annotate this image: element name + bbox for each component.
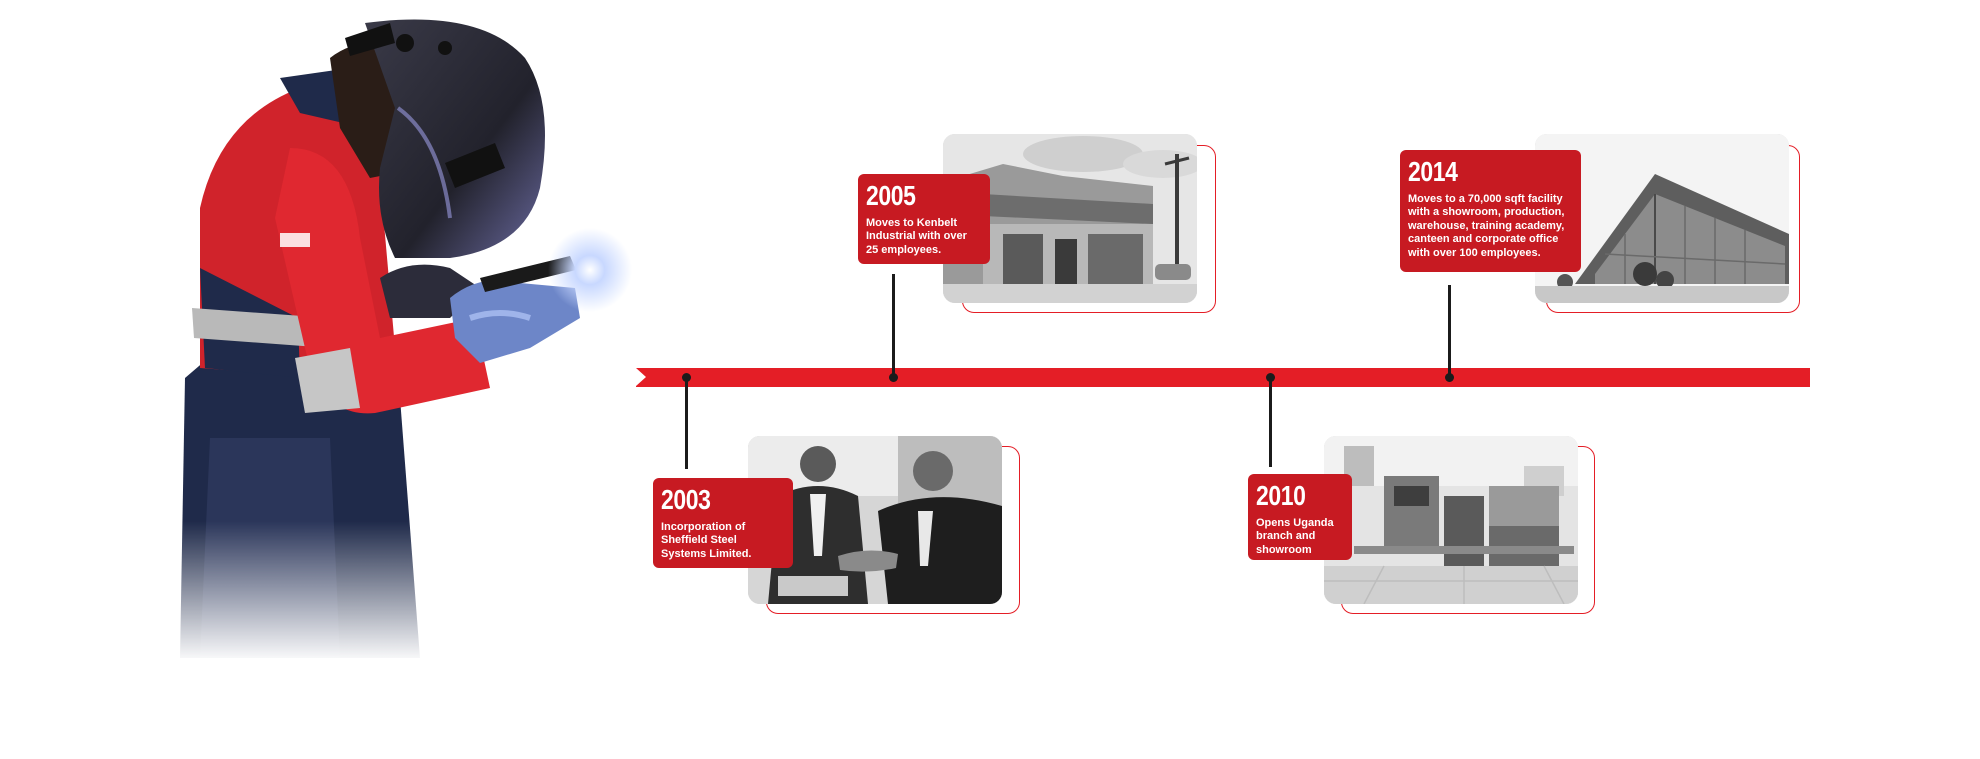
milestone-description: Moves to a 70,000 sqft facility with a s… bbox=[1408, 193, 1565, 259]
milestone-year: 2005 bbox=[866, 180, 916, 211]
timeline-stem-2010 bbox=[1269, 377, 1272, 467]
timeline-stem-2005 bbox=[892, 274, 895, 377]
photo-2010 bbox=[1324, 436, 1578, 604]
milestone-year: 2003 bbox=[661, 484, 711, 515]
timeline-start-notch bbox=[636, 368, 646, 386]
welder-image bbox=[180, 18, 660, 663]
timeline-bar bbox=[636, 368, 1810, 387]
milestone-description: Incorporation of Sheffield Steel Systems… bbox=[661, 521, 752, 560]
milestone-year: 2010 bbox=[1256, 480, 1306, 511]
milestone-year: 2014 bbox=[1408, 156, 1458, 187]
milestone-label-2003: 2003 Incorporation of Sheffield Steel Sy… bbox=[653, 478, 793, 568]
timeline-dot-2005 bbox=[889, 373, 898, 382]
timeline-stem-2003 bbox=[685, 377, 688, 469]
timeline-dot-2014 bbox=[1445, 373, 1454, 382]
showroom-interior-photo-icon bbox=[1324, 436, 1578, 604]
timeline-stem-2014 bbox=[1448, 285, 1451, 377]
milestone-label-2014: 2014 Moves to a 70,000 sqft facility wit… bbox=[1400, 150, 1581, 272]
milestone-label-2010: 2010 Opens Uganda branch and showroom bbox=[1248, 474, 1352, 560]
milestone-label-2005: 2005 Moves to Kenbelt Industrial with ov… bbox=[858, 174, 990, 264]
milestone-description: Moves to Kenbelt Industrial with over 25… bbox=[866, 217, 967, 256]
milestone-description: Opens Uganda branch and showroom bbox=[1256, 517, 1334, 556]
